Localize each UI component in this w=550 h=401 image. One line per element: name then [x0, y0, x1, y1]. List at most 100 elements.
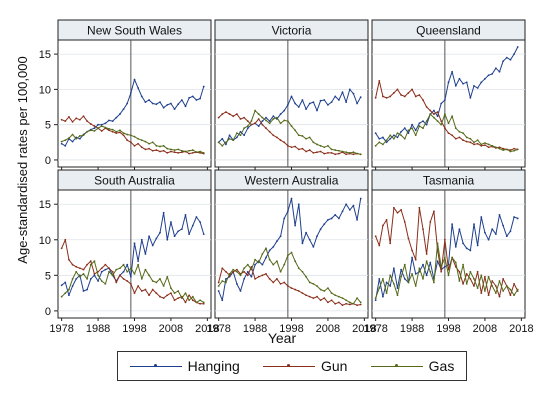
- x-tick-label: 1998: [436, 323, 460, 335]
- point-hanging: [71, 140, 74, 143]
- point-hanging: [199, 221, 201, 223]
- point-gas: [188, 299, 191, 302]
- point-hanging: [294, 102, 297, 105]
- point-hanging: [330, 217, 333, 220]
- point-gas: [308, 281, 311, 284]
- point-gas: [177, 148, 180, 151]
- point-hanging: [246, 270, 249, 273]
- point-gas: [140, 139, 143, 142]
- point-gas: [104, 282, 107, 285]
- point-gas: [341, 297, 344, 299]
- point-gas: [305, 275, 307, 278]
- point-gun: [173, 299, 176, 302]
- point-hanging: [436, 115, 439, 118]
- point-gun: [265, 127, 267, 130]
- point-gas: [71, 133, 74, 136]
- point-hanging: [465, 81, 468, 84]
- point-gas: [359, 153, 362, 156]
- series-line-hanging: [61, 212, 205, 296]
- point-hanging: [352, 92, 355, 95]
- point-hanging: [191, 95, 194, 98]
- point-gun: [462, 282, 464, 285]
- point-hanging: [359, 96, 362, 99]
- point-gas: [254, 109, 256, 112]
- panel-south-australia: South Australia 0 5 10 15 1978 1988 1998 2008 201…: [39, 169, 220, 335]
- point-gas: [144, 140, 147, 143]
- point-gun: [451, 134, 454, 137]
- point-hanging: [422, 263, 424, 266]
- point-hanging: [418, 122, 421, 125]
- point-gas: [243, 267, 246, 270]
- point-gas: [82, 273, 85, 275]
- point-gun: [250, 123, 253, 126]
- point-gas: [265, 119, 267, 122]
- point-gas: [68, 288, 70, 291]
- y-axis-label: Age-standardised rates per 100,000: [15, 56, 30, 263]
- point-hanging: [115, 116, 118, 119]
- point-gas: [319, 288, 322, 291]
- point-gun: [129, 282, 132, 285]
- point-gas: [126, 270, 129, 273]
- point-gas: [305, 137, 307, 140]
- legend: Hanging Gun Gas: [117, 351, 467, 381]
- point-gas: [312, 141, 315, 144]
- point-hanging: [494, 67, 497, 70]
- point-gas: [378, 287, 381, 290]
- point-hanging: [283, 217, 286, 220]
- point-gun: [345, 153, 348, 156]
- point-hanging: [126, 102, 129, 105]
- point-gun: [286, 285, 289, 287]
- point-gun: [177, 297, 180, 299]
- point-gas: [115, 268, 118, 271]
- point-gas: [151, 280, 154, 282]
- point-gas: [283, 119, 286, 122]
- point-gun: [469, 277, 472, 280]
- point-hanging: [414, 129, 417, 132]
- point-hanging: [498, 70, 501, 73]
- x-tick-label: 1978: [206, 323, 230, 335]
- point-gun: [86, 263, 89, 266]
- point-gas: [261, 253, 264, 255]
- point-gas: [221, 144, 224, 147]
- point-gas: [436, 120, 439, 123]
- point-hanging: [133, 78, 136, 81]
- point-gas: [93, 260, 96, 263]
- point-hanging: [173, 108, 176, 111]
- point-hanging: [170, 102, 172, 105]
- point-gun: [382, 224, 384, 227]
- point-hanging: [272, 245, 275, 248]
- point-gun: [119, 274, 121, 277]
- point-gas: [327, 144, 329, 147]
- point-gas: [392, 137, 395, 140]
- point-hanging: [279, 235, 282, 238]
- point-gas: [407, 129, 410, 132]
- point-gas: [480, 274, 483, 277]
- point-gun: [119, 131, 121, 134]
- point-gas: [396, 132, 399, 135]
- point-gun: [276, 277, 278, 280]
- point-hanging: [225, 277, 227, 280]
- point-hanging: [392, 134, 395, 137]
- point-gun: [108, 267, 110, 270]
- series-line-gas: [61, 260, 204, 303]
- point-gun: [151, 149, 154, 152]
- point-hanging: [159, 231, 161, 234]
- series-line-gas: [375, 242, 519, 299]
- point-hanging: [462, 82, 464, 85]
- point-hanging: [239, 130, 242, 133]
- point-gun: [345, 302, 348, 305]
- point-gas: [382, 143, 384, 146]
- point-hanging: [221, 299, 224, 302]
- point-gas: [129, 134, 132, 137]
- point-gun: [191, 299, 194, 302]
- point-hanging: [89, 277, 92, 280]
- point-gas: [86, 130, 89, 133]
- point-gun: [305, 150, 307, 153]
- point-hanging: [225, 143, 227, 146]
- point-gun: [312, 151, 315, 154]
- point-gun: [392, 206, 395, 209]
- point-hanging: [195, 216, 198, 218]
- point-gun: [111, 130, 114, 133]
- point-hanging: [184, 213, 187, 216]
- point-gas: [498, 280, 501, 282]
